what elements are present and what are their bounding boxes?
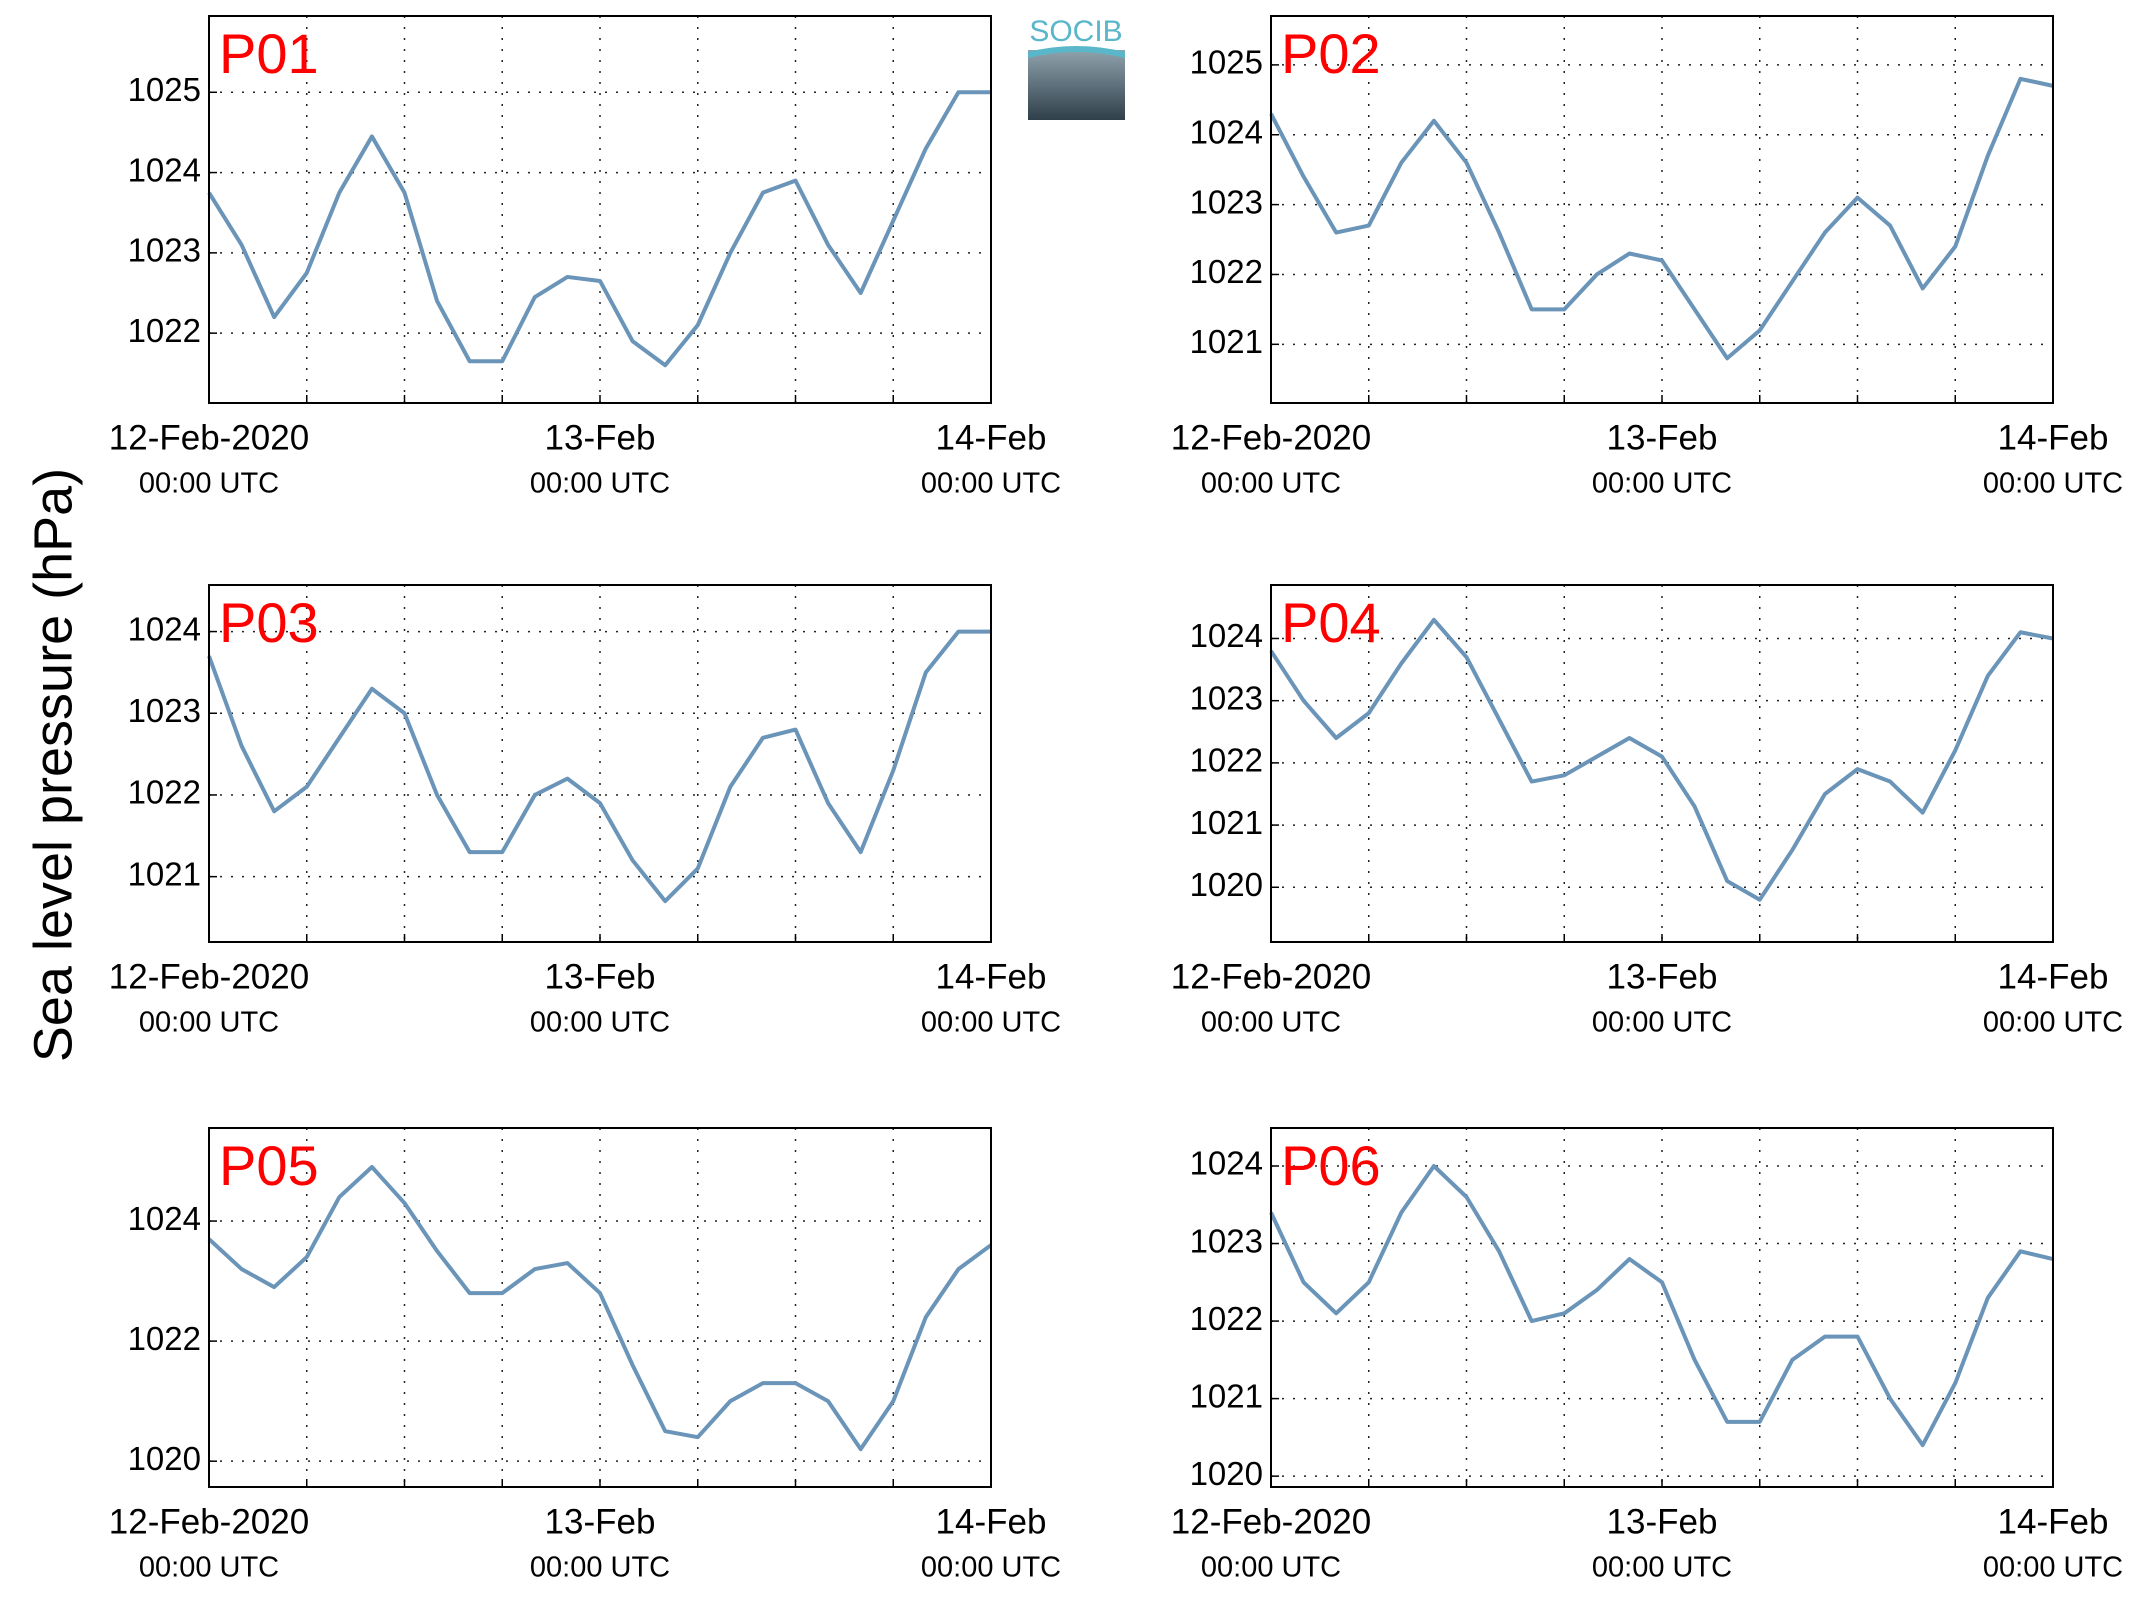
x-tick-label: 12-Feb-2020	[1171, 1502, 1371, 1541]
x-tick-sublabel: 00:00 UTC	[1592, 1007, 1732, 1039]
logo: SOCIB	[1028, 15, 1125, 120]
y-tick-label: 1025	[128, 71, 201, 108]
x-tick-sublabel: 00:00 UTC	[530, 1007, 670, 1039]
y-tick-label: 1023	[1190, 1222, 1263, 1259]
y-tick-label: 1020	[128, 1440, 201, 1477]
x-tick-label: 14-Feb	[936, 418, 1047, 457]
x-tick-sublabel: 00:00 UTC	[1983, 1552, 2123, 1584]
logo-text: SOCIB	[1029, 15, 1122, 48]
subplot: 1021 1022 1023 1024 12-Feb-2020 00:00 UTC 13-F…	[109, 584, 1061, 1039]
y-tick-label: 1022	[1190, 1300, 1263, 1337]
y-tick-label: 1024	[128, 151, 201, 188]
data-line	[207, 90, 991, 368]
y-tick-label: 1022	[128, 1320, 201, 1357]
plot-frame	[208, 584, 992, 943]
logo-box	[1028, 50, 1125, 120]
x-tick-label: 12-Feb-2020	[1171, 418, 1371, 457]
y-tick-label: 1023	[1190, 679, 1263, 716]
plot-frame	[1270, 584, 2054, 943]
plot-frame	[208, 1127, 992, 1488]
y-tick-label: 1020	[1190, 866, 1263, 903]
x-tick-label: 13-Feb	[1607, 418, 1718, 457]
y-tick-label: 1022	[128, 774, 201, 811]
subplot: 1020 1021 1022 1023 1024 12-Feb-2020 00:00 UTC…	[1171, 584, 2123, 1039]
x-tick-sublabel: 00:00 UTC	[921, 468, 1061, 500]
x-tick-sublabel: 00:00 UTC	[921, 1007, 1061, 1039]
x-tick-sublabel: 00:00 UTC	[1592, 468, 1732, 500]
y-tick-label: 1022	[1190, 742, 1263, 779]
x-tick-sublabel: 00:00 UTC	[530, 1552, 670, 1584]
x-tick-sublabel: 00:00 UTC	[1201, 1007, 1341, 1039]
y-tick-label: 1023	[128, 232, 201, 269]
panel-title: P05	[219, 1134, 319, 1197]
data-line	[207, 629, 991, 904]
x-tick-label: 12-Feb-2020	[109, 418, 309, 457]
x-tick-label: 12-Feb-2020	[109, 1502, 309, 1541]
y-tick-label: 1024	[128, 610, 201, 647]
plot-frame	[1270, 1127, 2054, 1488]
x-tick-label: 13-Feb	[1607, 1502, 1718, 1541]
x-tick-sublabel: 00:00 UTC	[139, 1007, 279, 1039]
x-tick-sublabel: 00:00 UTC	[530, 468, 670, 500]
x-tick-label: 14-Feb	[1998, 957, 2109, 996]
x-tick-label: 14-Feb	[1998, 418, 2109, 457]
x-tick-sublabel: 00:00 UTC	[1983, 468, 2123, 500]
x-tick-label: 13-Feb	[545, 418, 656, 457]
x-tick-label: 13-Feb	[545, 1502, 656, 1541]
x-tick-label: 13-Feb	[545, 957, 656, 996]
y-tick-label: 1021	[1190, 1377, 1263, 1414]
logo-wave	[1028, 46, 1125, 58]
y-tick-label: 1024	[128, 1200, 201, 1237]
x-tick-label: 14-Feb	[936, 957, 1047, 996]
panel-title: P06	[1281, 1134, 1381, 1197]
x-tick-label: 14-Feb	[936, 1502, 1047, 1541]
y-tick-label: 1020	[1190, 1455, 1263, 1492]
panel-title: P04	[1281, 591, 1381, 654]
x-tick-label: 14-Feb	[1998, 1502, 2109, 1541]
y-tick-label: 1021	[128, 855, 201, 892]
x-tick-label: 12-Feb-2020	[109, 957, 309, 996]
subplot: 1020 1021 1022 1023 1024 12-Feb-2020 00:00 UTC…	[1171, 1127, 2123, 1584]
panel-title: P03	[219, 591, 319, 654]
panel-title: P01	[219, 22, 319, 85]
y-tick-label: 1021	[1190, 323, 1263, 360]
data-line	[1269, 617, 2054, 902]
data-line	[207, 1165, 993, 1452]
y-tick-label: 1024	[1190, 617, 1263, 654]
x-tick-label: 12-Feb-2020	[1171, 957, 1371, 996]
y-tick-label: 1024	[1190, 113, 1263, 150]
x-tick-sublabel: 00:00 UTC	[139, 1552, 279, 1584]
data-line	[1269, 76, 2054, 361]
x-tick-sublabel: 00:00 UTC	[1983, 1007, 2123, 1039]
y-tick-label: 1022	[128, 312, 201, 349]
x-tick-label: 13-Feb	[1607, 957, 1718, 996]
x-tick-sublabel: 00:00 UTC	[139, 468, 279, 500]
plot-frame	[208, 15, 992, 404]
subplot: 1021 1022 1023 1024 1025 12-Feb-2020 00:00 UTC…	[1171, 15, 2123, 500]
subplot: 1020 1022 1024 12-Feb-2020 00:00 UTC 13-Feb 00…	[109, 1127, 1061, 1584]
x-tick-sublabel: 00:00 UTC	[1201, 1552, 1341, 1584]
y-tick-label: 1025	[1190, 44, 1263, 81]
y-tick-label: 1024	[1190, 1145, 1263, 1182]
x-tick-sublabel: 00:00 UTC	[1592, 1552, 1732, 1584]
y-axis-label: Sea level pressure (hPa)	[23, 468, 83, 1062]
y-tick-label: 1023	[128, 692, 201, 729]
y-tick-label: 1021	[1190, 804, 1263, 841]
plot-frame	[1270, 15, 2054, 404]
y-tick-label: 1022	[1190, 253, 1263, 290]
panel-title: P02	[1281, 22, 1381, 85]
data-line	[1269, 1163, 2054, 1448]
subplot: 1022 1023 1024 1025 12-Feb-2020 00:00 UTC 13-F…	[109, 15, 1061, 500]
x-tick-sublabel: 00:00 UTC	[921, 1552, 1061, 1584]
y-tick-label: 1023	[1190, 183, 1263, 220]
x-tick-sublabel: 00:00 UTC	[1201, 468, 1341, 500]
